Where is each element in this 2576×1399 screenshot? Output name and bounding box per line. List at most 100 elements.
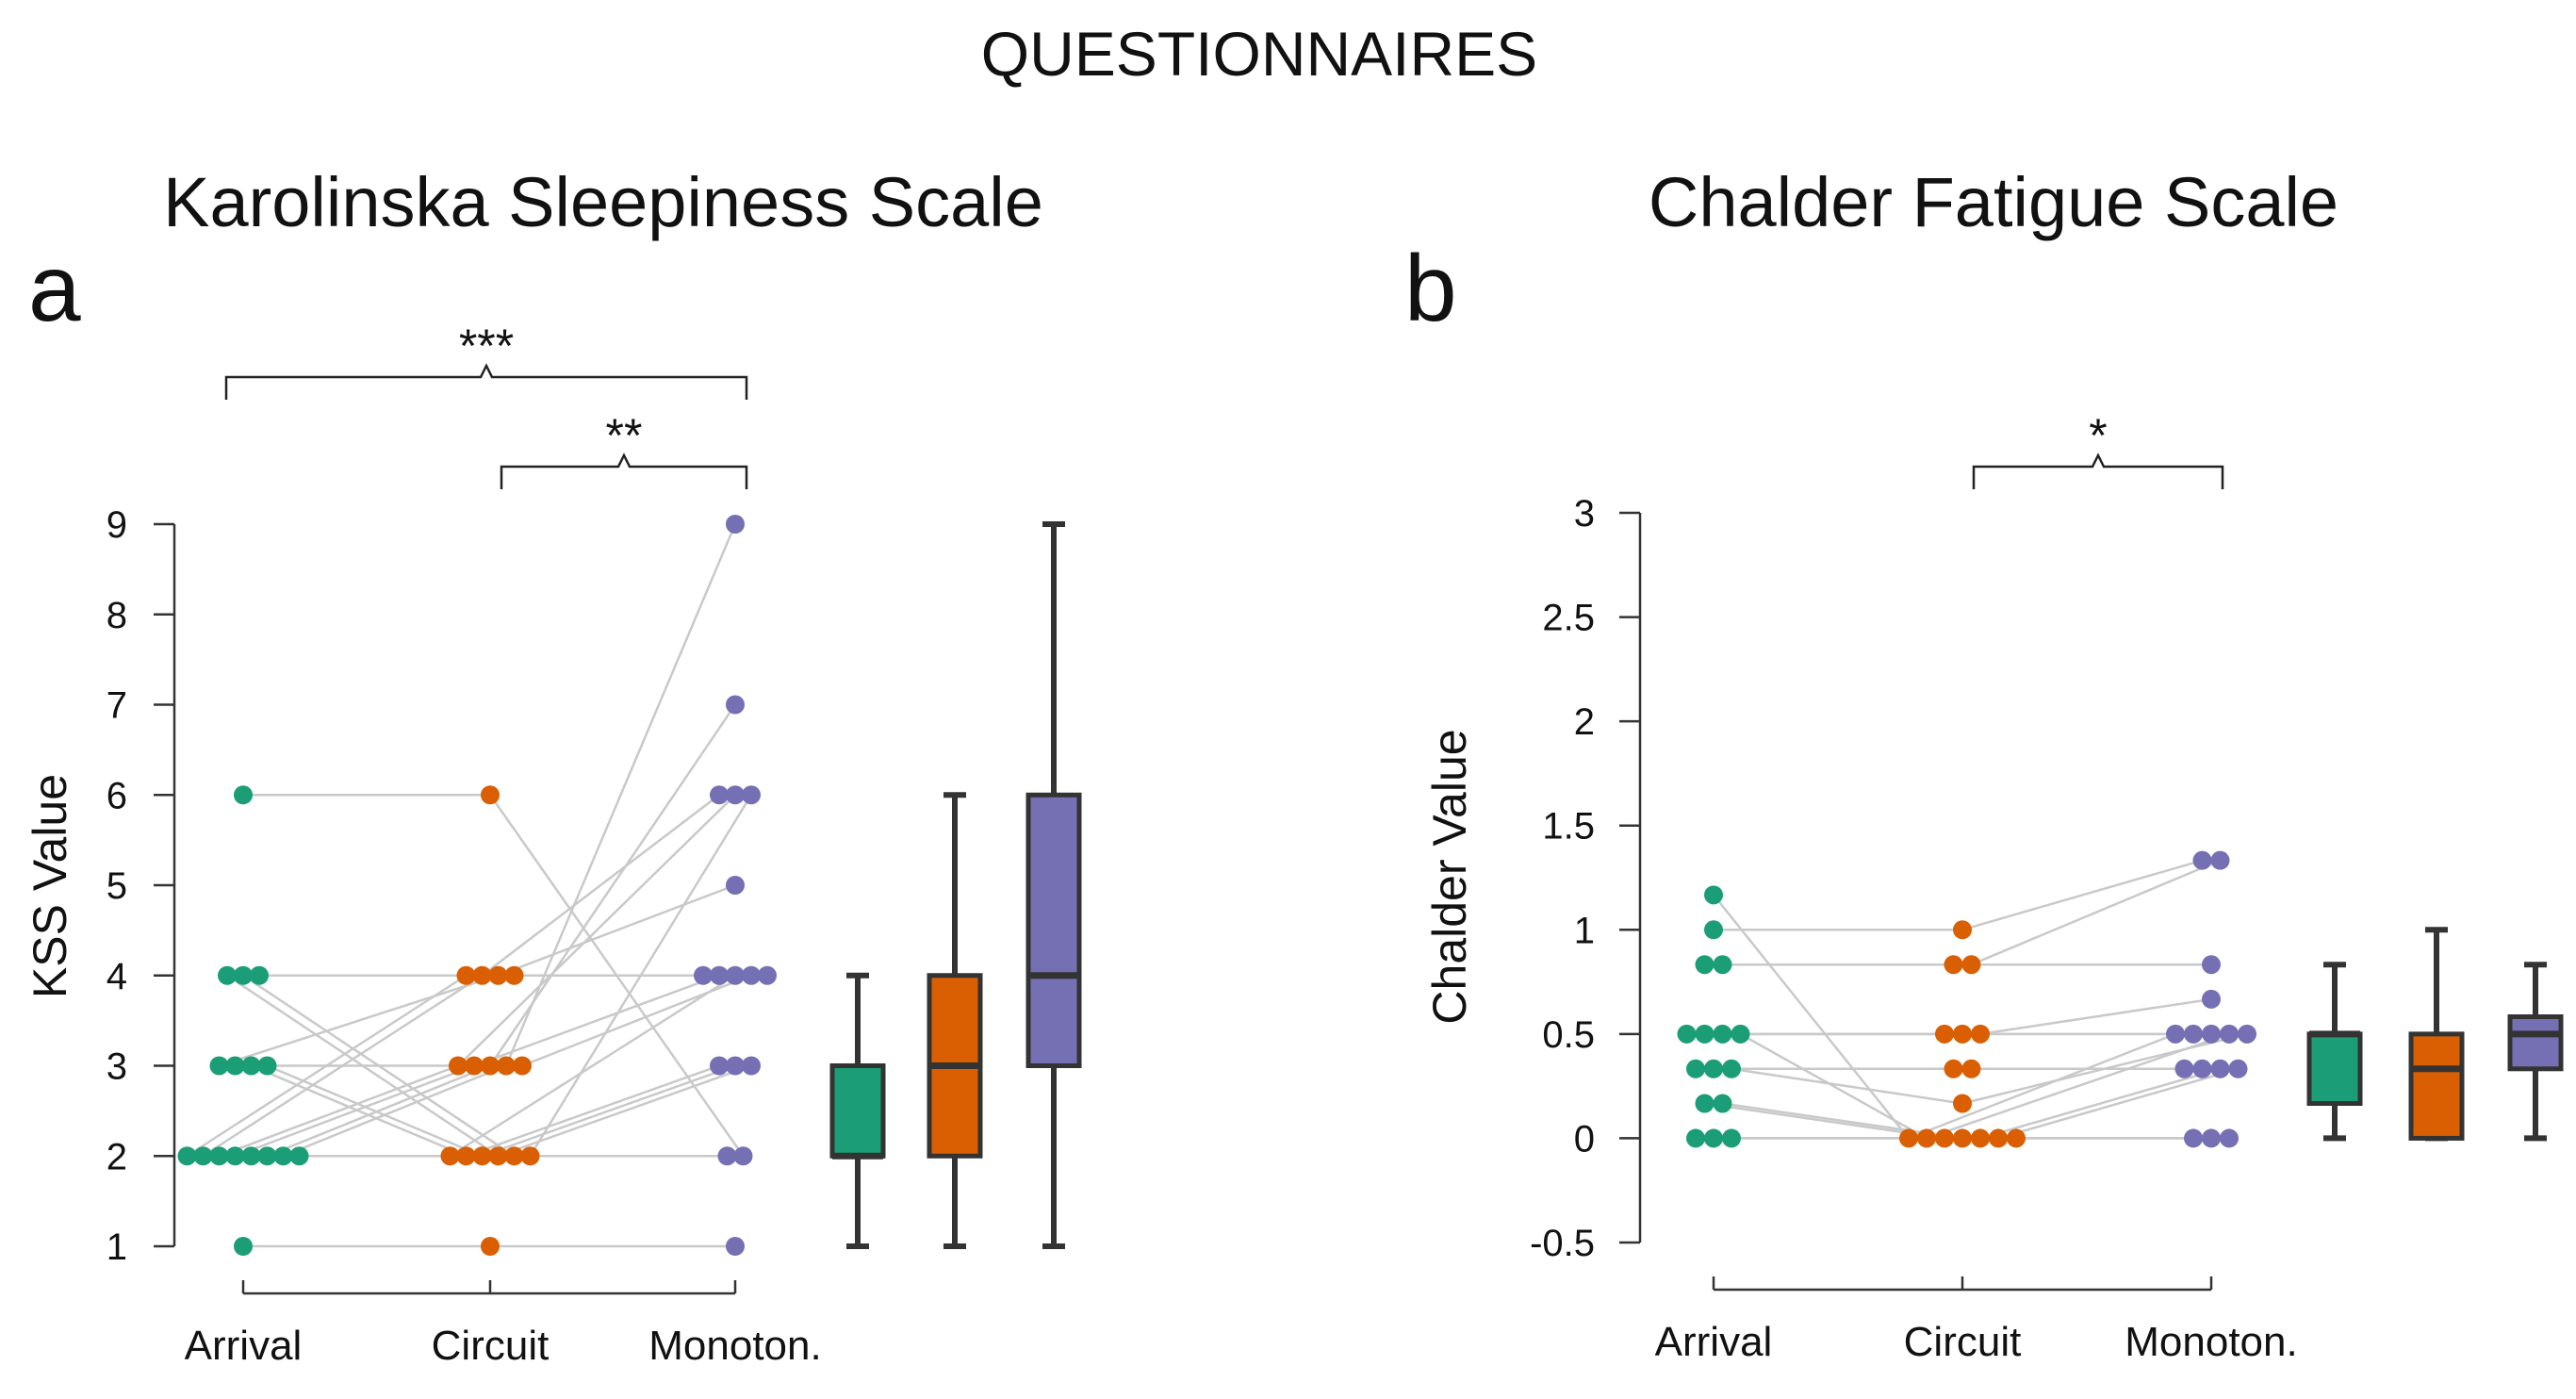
x-tick-label-circuit: Circuit — [1904, 1319, 2022, 1365]
point-circuit — [481, 785, 500, 805]
connector-line — [1739, 1032, 1928, 1140]
panel-b-significance: * — [1972, 409, 2224, 489]
point-monoton — [2238, 1024, 2256, 1044]
point-monoton — [710, 785, 729, 805]
point-monoton — [726, 1237, 745, 1256]
connector-line — [1908, 1032, 2176, 1140]
panel-b-connectors — [1686, 859, 2248, 1140]
panel-a-axes: 1 2 3 4 5 6 7 8 9 Arrival Circuit Monoton. — [107, 504, 822, 1369]
panel-a-letter: a — [28, 236, 81, 341]
panel-a-points — [177, 515, 777, 1256]
boxplot-arrival — [829, 972, 886, 1249]
x-tick-label-circuit: Circuit — [432, 1323, 550, 1369]
point-circuit — [1953, 1024, 1972, 1044]
y-tick-label: 0 — [1574, 1118, 1595, 1160]
point-arrival — [234, 1237, 253, 1256]
point-monoton — [742, 1056, 761, 1076]
boxplot-monoton — [1025, 521, 1082, 1249]
point-circuit — [1899, 1128, 1918, 1148]
connector-line — [1979, 997, 2212, 1036]
point-arrival — [193, 1146, 213, 1166]
box-iqr — [829, 1063, 886, 1159]
y-tick-label: 2.5 — [1542, 598, 1595, 639]
y-tick-label: 0.5 — [1542, 1014, 1595, 1056]
point-arrival — [225, 1146, 245, 1166]
point-arrival — [1686, 1128, 1705, 1148]
point-arrival — [241, 1146, 261, 1166]
point-arrival — [257, 1056, 277, 1076]
point-monoton — [2192, 1059, 2212, 1078]
significance-label: * — [2089, 409, 2107, 462]
connector-line — [466, 1064, 720, 1158]
y-tick-label: -0.5 — [1530, 1223, 1595, 1264]
connector-line — [473, 974, 720, 1067]
connector-line — [488, 703, 737, 1067]
connector-line — [498, 883, 736, 977]
point-monoton — [726, 785, 745, 805]
point-arrival — [1704, 920, 1723, 940]
point-circuit — [520, 1146, 540, 1166]
panel-a-y-axis-label: KSS Value — [24, 774, 76, 998]
y-tick-label: 2 — [107, 1136, 127, 1177]
point-circuit — [504, 965, 524, 985]
point-arrival — [218, 965, 237, 985]
point-arrival — [209, 1146, 229, 1166]
point-monoton — [758, 965, 777, 985]
figure-title: QUESTIONNAIRES — [981, 19, 1537, 89]
point-circuit — [440, 1146, 460, 1166]
x-tick-label-arrival: Arrival — [185, 1323, 303, 1369]
point-monoton — [726, 876, 745, 895]
point-monoton — [2202, 989, 2221, 1009]
point-monoton — [2220, 1024, 2239, 1044]
y-tick-label: 9 — [107, 504, 127, 546]
point-monoton — [710, 1056, 729, 1076]
point-circuit — [481, 1237, 500, 1256]
connector-line — [1979, 1067, 2221, 1140]
point-monoton — [726, 965, 745, 985]
point-monoton — [694, 965, 713, 985]
point-arrival — [1677, 1024, 1697, 1044]
point-arrival — [257, 1146, 277, 1166]
point-monoton — [742, 965, 761, 985]
x-tick-label-monoton: Monoton. — [648, 1323, 821, 1369]
point-circuit — [1953, 1094, 1972, 1113]
point-monoton — [742, 785, 761, 805]
point-circuit — [449, 1056, 468, 1076]
panel-a-boxplots — [829, 521, 1082, 1249]
connector-line — [1713, 894, 1910, 1140]
point-circuit — [1917, 1128, 1936, 1148]
connector-line — [219, 1064, 459, 1158]
y-tick-label: 2 — [1574, 701, 1595, 743]
point-monoton — [2192, 850, 2212, 870]
point-arrival — [225, 1056, 245, 1076]
significance-bracket — [500, 453, 748, 489]
point-monoton — [726, 515, 745, 534]
point-circuit — [1935, 1024, 1954, 1044]
connector-line — [521, 974, 752, 1067]
box-iqr — [2408, 1031, 2465, 1141]
y-tick-label: 7 — [107, 685, 127, 727]
point-arrival — [1704, 1059, 1723, 1078]
point-arrival — [1695, 1094, 1715, 1113]
point-monoton — [726, 1056, 745, 1076]
point-arrival — [1713, 1094, 1732, 1113]
point-monoton — [2166, 1024, 2185, 1044]
point-monoton — [733, 1146, 753, 1166]
point-circuit — [472, 1146, 492, 1166]
point-monoton — [2202, 1024, 2221, 1044]
point-circuit — [465, 1056, 484, 1076]
significance-bracket — [224, 363, 748, 400]
panel-b-y-axis-label: Chalder Value — [1423, 729, 1476, 1024]
panel-a-title: Karolinska Sleepiness Scale — [163, 163, 1043, 241]
point-arrival — [1704, 885, 1723, 905]
connector-line — [529, 794, 753, 1157]
point-monoton — [2220, 1128, 2239, 1148]
point-circuit — [1961, 955, 1981, 975]
panel-a-connectors — [186, 523, 767, 1248]
point-circuit — [472, 965, 492, 985]
panel-b-letter: b — [1404, 236, 1457, 341]
point-monoton — [2174, 1059, 2194, 1078]
panel-b-points — [1677, 850, 2256, 1148]
connector-line — [283, 1064, 507, 1158]
